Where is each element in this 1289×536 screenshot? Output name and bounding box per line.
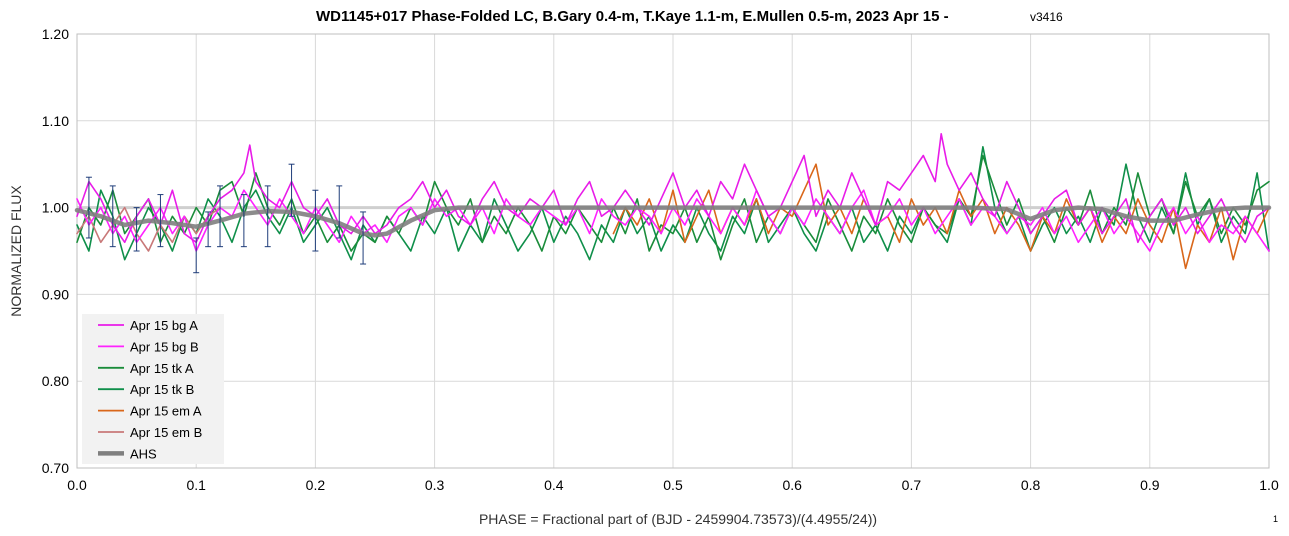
x-tick-label: 0.4	[544, 477, 564, 493]
error-bar	[288, 163, 295, 217]
series-line-apr-15-em-a	[612, 163, 1270, 270]
series-line-apr-15-em-b	[76, 206, 221, 252]
error-bars	[85, 163, 367, 274]
gridlines	[76, 33, 1270, 469]
legend-entry-label: AHS	[130, 446, 157, 461]
x-tick-label: 0.5	[663, 477, 683, 493]
x-tick-label: 0.6	[782, 477, 802, 493]
y-axis-label: NORMALIZED FLUX	[8, 185, 24, 317]
series-line-apr-15-tk-b	[76, 146, 1270, 261]
legend-entry-label: Apr 15 em A	[130, 404, 202, 419]
x-tick-label: 0.3	[425, 477, 445, 493]
error-bar	[133, 207, 140, 252]
x-tick-label: 0.2	[306, 477, 326, 493]
x-tick-label: 0.8	[1021, 477, 1041, 493]
legend-entry-label: Apr 15 bg A	[130, 318, 198, 333]
error-bar	[157, 194, 164, 248]
footnote-mark: 1	[1273, 514, 1278, 524]
legend: Apr 15 bg A Apr 15 bg B Apr 15 tk A Apr 15 …	[82, 314, 224, 464]
x-tick-label: 0.7	[902, 477, 922, 493]
error-bar	[193, 237, 200, 274]
legend-entry-label: Apr 15 tk B	[130, 382, 194, 397]
y-axis-ticks: 0.70 0.80 0.90 1.00 1.10 1.20	[42, 26, 69, 476]
error-bar	[264, 185, 271, 248]
x-tick-label: 1.0	[1259, 477, 1279, 493]
legend-entry-label: Apr 15 em B	[130, 425, 202, 440]
x-axis-label: PHASE = Fractional part of (BJD - 245990…	[479, 511, 877, 527]
error-bar	[360, 211, 367, 265]
y-tick-label: 1.10	[42, 113, 69, 129]
y-tick-label: 0.70	[42, 460, 69, 476]
series-line-ahs	[74, 205, 1272, 238]
error-bar	[205, 211, 212, 248]
legend-entry-label: Apr 15 tk A	[130, 361, 194, 376]
error-bar	[312, 189, 319, 252]
y-tick-label: 1.20	[42, 26, 69, 42]
error-bar	[336, 185, 343, 239]
chart-title: WD1145+017 Phase-Folded LC, B.Gary 0.4-m…	[316, 8, 949, 25]
y-tick-label: 1.00	[42, 200, 69, 216]
y-tick-label: 0.80	[42, 373, 69, 389]
chart-title-version: v3416	[1030, 10, 1063, 24]
x-tick-label: 0.1	[186, 477, 206, 493]
error-bar	[217, 185, 224, 248]
series-line-apr-15-tk-a	[76, 154, 1270, 261]
error-bar	[85, 176, 92, 239]
x-axis-ticks: 0.0 0.1 0.2 0.3 0.4 0.5 0.6 0.7 0.8 0.9 1.0	[67, 477, 1279, 493]
x-tick-label: 0.9	[1140, 477, 1160, 493]
x-tick-label: 0.0	[67, 477, 87, 493]
error-bar	[109, 185, 116, 248]
error-bar	[240, 194, 247, 248]
y-tick-label: 0.90	[42, 286, 69, 302]
legend-entry-label: Apr 15 bg B	[130, 339, 199, 354]
